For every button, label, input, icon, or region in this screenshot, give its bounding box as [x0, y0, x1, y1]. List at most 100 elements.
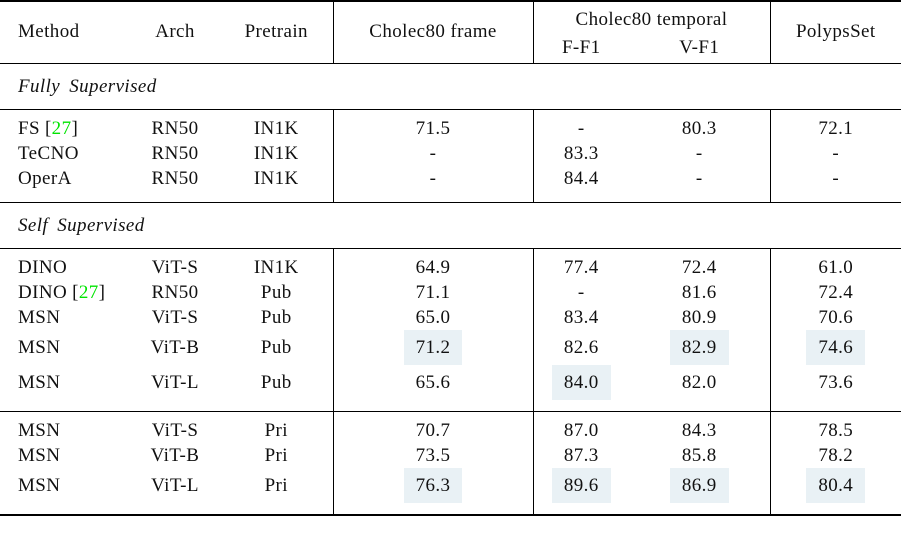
- polypsset-cell: 61.0: [770, 248, 901, 280]
- f-f1-cell: 83.4: [533, 305, 629, 330]
- metric-value: 80.9: [681, 306, 717, 328]
- pretrain-cell: Pri: [220, 410, 334, 443]
- metric-value: 73.6: [818, 371, 854, 393]
- metric-value: 64.9: [415, 256, 451, 278]
- arch-cell: ViT-L: [151, 474, 199, 496]
- metric-value: 82.0: [681, 371, 717, 393]
- f-f1-cell: 84.0: [533, 364, 629, 412]
- metric-value: 78.2: [818, 444, 854, 466]
- metric-value: 80.4: [806, 467, 866, 503]
- table-row: FS [27] RN50 IN1K 71.5 - 80.3 72.1: [0, 109, 901, 141]
- metric-value: 70.7: [415, 419, 451, 441]
- metric-value: 71.1: [415, 281, 451, 303]
- citation-link[interactable]: 27: [51, 117, 72, 139]
- polypsset-cell: 70.6: [770, 305, 901, 330]
- metric-value: 86.9: [669, 467, 729, 503]
- method-name: MSN: [18, 474, 61, 496]
- table-row: MSN ViT-L Pri 76.3 89.6 86.9 80.4: [0, 467, 901, 515]
- f-f1-cell: 77.4: [533, 248, 629, 280]
- section-header-row: Fully Supervised: [0, 62, 901, 110]
- method-cell: MSN: [0, 305, 130, 330]
- arch-cell: RN50: [151, 117, 199, 139]
- section-label-fully-supervised: Fully Supervised: [0, 62, 901, 110]
- citation-bracket-close: ]: [71, 117, 79, 139]
- metric-value: 84.0: [551, 364, 611, 400]
- header-v-f1: V-F1: [629, 33, 771, 64]
- f-f1-cell: 87.0: [533, 410, 629, 443]
- cholec80-frame-cell: 71.2: [333, 329, 534, 365]
- pretrain-cell: Pri: [220, 467, 334, 515]
- table-row: MSN ViT-S Pri 70.7 87.0 84.3 78.5: [0, 410, 901, 443]
- arch-cell: ViT-B: [150, 336, 200, 358]
- metric-value: 65.0: [415, 306, 451, 328]
- f-f1-cell: 82.6: [533, 330, 629, 365]
- v-f1-cell: 81.6: [629, 279, 771, 305]
- metric-value: 72.4: [818, 281, 854, 303]
- v-f1-cell: 82.9: [629, 329, 771, 365]
- v-f1-cell: 84.3: [629, 410, 771, 443]
- cholec80-frame-cell: 71.1: [333, 279, 534, 305]
- metric-value: 72.4: [681, 256, 717, 278]
- metric-value: -: [577, 117, 585, 139]
- method-name: MSN: [18, 336, 61, 358]
- metric-value: -: [695, 167, 703, 189]
- polypsset-cell: 72.1: [770, 109, 901, 141]
- method-cell: FS [27]: [0, 109, 130, 141]
- method-name: FS: [18, 117, 40, 139]
- pretrain-cell: IN1K: [220, 140, 334, 166]
- arch-cell: RN50: [151, 167, 199, 189]
- metric-value: -: [695, 142, 703, 164]
- arch-cell: ViT-L: [151, 371, 199, 393]
- method-name: MSN: [18, 306, 61, 328]
- pretrain-cell: IN1K: [220, 248, 334, 280]
- metric-value: 71.5: [415, 117, 451, 139]
- metric-value: 78.5: [818, 419, 854, 441]
- method-name: DINO: [18, 256, 68, 278]
- cholec80-frame-cell: -: [333, 140, 534, 166]
- method-name: MSN: [18, 371, 61, 393]
- cholec80-frame-cell: 65.6: [333, 364, 534, 411]
- metric-value: 65.6: [415, 371, 451, 393]
- method-cell: MSN: [0, 330, 130, 365]
- metric-value: 71.2: [403, 329, 463, 365]
- method-cell: MSN: [0, 410, 130, 443]
- metric-value: 84.3: [681, 419, 717, 441]
- method-cell: TeCNO: [0, 141, 130, 166]
- metric-value: 61.0: [818, 256, 854, 278]
- arch-cell: ViT-B: [150, 444, 200, 466]
- metric-value: -: [577, 281, 585, 303]
- citation-bracket-close: ]: [98, 281, 106, 303]
- cholec80-frame-cell: -: [333, 165, 534, 202]
- polypsset-cell: 74.6: [770, 329, 901, 365]
- header-cholec80-frame: Cholec80 frame: [333, 1, 534, 64]
- table-row: DINO ViT-S IN1K 64.9 77.4 72.4 61.0: [0, 248, 901, 280]
- f-f1-cell: 83.3: [533, 141, 629, 166]
- cholec80-frame-cell: 73.5: [333, 442, 534, 468]
- metric-value: 83.4: [563, 306, 599, 328]
- cholec80-frame-cell: 70.7: [333, 410, 534, 443]
- arch-cell: RN50: [151, 281, 199, 303]
- header-f-f1: F-F1: [533, 33, 629, 64]
- table-row: TeCNO RN50 IN1K - 83.3 - -: [0, 140, 901, 166]
- polypsset-cell: 78.5: [770, 410, 901, 443]
- method-name: TeCNO: [18, 142, 79, 164]
- arch-cell: ViT-S: [151, 256, 199, 278]
- metric-value: 76.3: [403, 467, 463, 503]
- method-cell: MSN: [0, 468, 130, 515]
- table-row: MSN ViT-B Pri 73.5 87.3 85.8 78.2: [0, 442, 901, 468]
- citation: [27]: [45, 118, 78, 139]
- v-f1-cell: -: [629, 165, 771, 202]
- citation-link[interactable]: 27: [78, 281, 99, 303]
- pretrain-cell: Pub: [220, 364, 334, 411]
- header-method: Method: [0, 1, 130, 64]
- header-polypsset: PolypsSet: [770, 1, 901, 64]
- pretrain-cell: IN1K: [220, 109, 334, 141]
- f-f1-cell: 89.6: [533, 467, 629, 515]
- v-f1-cell: -: [629, 140, 771, 166]
- f-f1-cell: -: [533, 280, 629, 305]
- metric-value: 70.6: [818, 306, 854, 328]
- metric-value: 81.6: [681, 281, 717, 303]
- pretrain-cell: IN1K: [220, 165, 334, 202]
- citation: [27]: [72, 282, 105, 303]
- metric-value: 72.1: [818, 117, 854, 139]
